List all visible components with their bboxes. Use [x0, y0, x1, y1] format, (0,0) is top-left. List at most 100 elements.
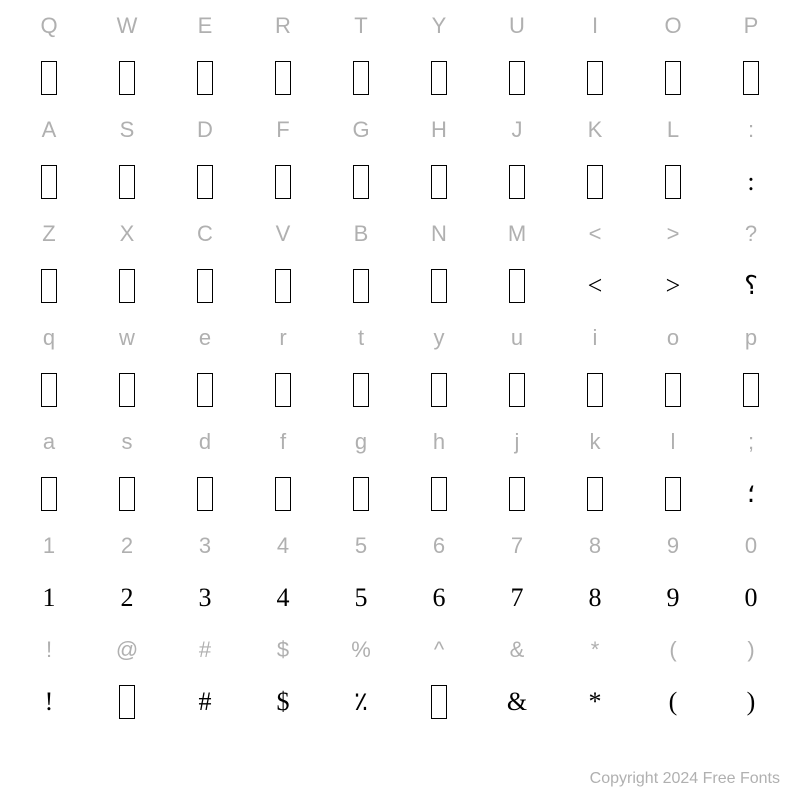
char-glyph [10, 156, 88, 208]
char-glyph [400, 156, 478, 208]
char-glyph [244, 468, 322, 520]
char-label: > [634, 208, 712, 260]
char-label-text: j [515, 429, 520, 455]
char-glyph: * [556, 676, 634, 728]
glyph-text: 8 [589, 583, 602, 613]
missing-glyph-box [275, 477, 291, 511]
missing-glyph-box [665, 61, 681, 95]
missing-glyph-box [587, 373, 603, 407]
char-glyph [88, 52, 166, 104]
char-glyph: > [634, 260, 712, 312]
char-label-text: 2 [121, 533, 133, 559]
char-label: 0 [712, 520, 790, 572]
char-label-text: Y [432, 13, 447, 39]
char-glyph [166, 364, 244, 416]
char-glyph [400, 260, 478, 312]
glyph-text: ! [45, 687, 54, 717]
char-label-text: g [355, 429, 367, 455]
missing-glyph-box [197, 373, 213, 407]
missing-glyph-box [197, 269, 213, 303]
glyph-text: ؛ [747, 479, 755, 509]
char-label: g [322, 416, 400, 468]
char-glyph [556, 52, 634, 104]
char-glyph [244, 156, 322, 208]
char-label-text: N [431, 221, 447, 247]
char-label-text: L [667, 117, 679, 143]
char-label-text: 3 [199, 533, 211, 559]
missing-glyph-box [509, 61, 525, 95]
char-label-text: B [354, 221, 369, 247]
char-glyph [478, 156, 556, 208]
char-label-text: A [42, 117, 57, 143]
char-label-text: k [590, 429, 601, 455]
char-label: 9 [634, 520, 712, 572]
char-label-text: V [276, 221, 291, 247]
missing-glyph-box [275, 269, 291, 303]
glyph-text: 7 [511, 583, 524, 613]
char-label-text: ^ [434, 637, 444, 663]
character-map-grid: QWERTYUIOPASDFGHJKL::ZXCVBNM<>?<>؟qwerty… [0, 0, 800, 728]
char-label: ; [712, 416, 790, 468]
char-label-text: q [43, 325, 55, 351]
glyph-text: ) [747, 687, 756, 717]
missing-glyph-box [587, 477, 603, 511]
glyph-text: : [747, 167, 754, 197]
missing-glyph-box [509, 165, 525, 199]
char-label: l [634, 416, 712, 468]
missing-glyph-box [119, 61, 135, 95]
missing-glyph-box [119, 165, 135, 199]
missing-glyph-box [275, 165, 291, 199]
char-label: ! [10, 624, 88, 676]
char-label-text: * [591, 637, 600, 663]
glyph-text: 4 [277, 583, 290, 613]
char-label-text: $ [277, 637, 289, 663]
char-label: A [10, 104, 88, 156]
char-label-text: 7 [511, 533, 523, 559]
char-label-text: y [434, 325, 445, 351]
char-label: @ [88, 624, 166, 676]
char-label: M [478, 208, 556, 260]
char-label-text: ( [669, 637, 676, 663]
char-label: K [556, 104, 634, 156]
char-label: ^ [400, 624, 478, 676]
char-label-text: h [433, 429, 445, 455]
char-glyph [478, 52, 556, 104]
missing-glyph-box [431, 165, 447, 199]
missing-glyph-box [119, 373, 135, 407]
char-label-text: ! [46, 637, 52, 663]
char-glyph [10, 468, 88, 520]
missing-glyph-box [353, 61, 369, 95]
char-glyph: 1 [10, 572, 88, 624]
char-glyph [166, 156, 244, 208]
char-label: < [556, 208, 634, 260]
glyph-text: ٪ [354, 687, 368, 717]
char-label: Y [400, 0, 478, 52]
char-label: 1 [10, 520, 88, 572]
glyph-text: 1 [43, 583, 56, 613]
char-glyph [244, 260, 322, 312]
char-label-text: u [511, 325, 523, 351]
char-label: 7 [478, 520, 556, 572]
char-label-text: Q [40, 13, 57, 39]
missing-glyph-box [119, 269, 135, 303]
char-label: q [10, 312, 88, 364]
char-label-text: t [358, 325, 364, 351]
char-label: N [400, 208, 478, 260]
char-glyph [166, 468, 244, 520]
char-label-text: 5 [355, 533, 367, 559]
missing-glyph-box [41, 61, 57, 95]
glyph-text: $ [277, 687, 290, 717]
char-label: k [556, 416, 634, 468]
missing-glyph-box [41, 269, 57, 303]
char-label: s [88, 416, 166, 468]
char-label: # [166, 624, 244, 676]
missing-glyph-box [119, 477, 135, 511]
missing-glyph-box [509, 477, 525, 511]
char-label: i [556, 312, 634, 364]
missing-glyph-box [353, 269, 369, 303]
char-glyph [88, 260, 166, 312]
missing-glyph-box [665, 477, 681, 511]
missing-glyph-box [119, 685, 135, 719]
missing-glyph-box [275, 373, 291, 407]
char-label-text: % [351, 637, 371, 663]
